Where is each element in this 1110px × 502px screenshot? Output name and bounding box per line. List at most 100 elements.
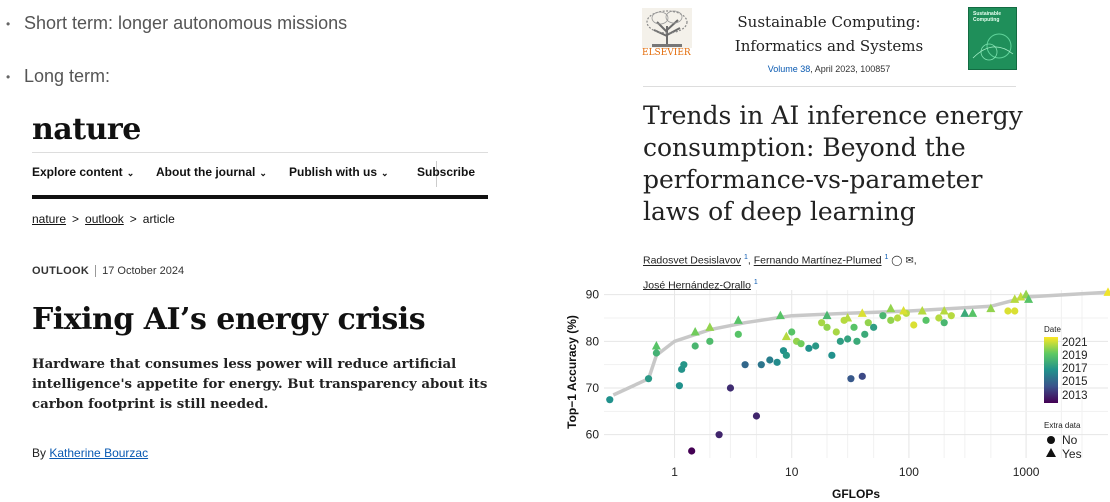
affiliation-sup[interactable]: 1 xyxy=(884,254,889,261)
data-point-triangle xyxy=(690,327,700,336)
person-icon[interactable]: ◯ xyxy=(891,255,903,267)
y-tick-label: 60 xyxy=(586,428,600,442)
data-point-circle xyxy=(861,330,869,338)
nature-logo[interactable]: nature xyxy=(32,112,141,147)
journal-name-line1: Sustainable Computing: xyxy=(737,13,921,31)
bullet-dot: • xyxy=(6,17,11,32)
shape-legend: Extra data No Yes xyxy=(1044,421,1082,461)
data-point-circle xyxy=(850,323,858,331)
data-point-circle xyxy=(1011,307,1019,315)
data-point-circle xyxy=(766,356,774,364)
color-legend: Date 2021 2019 2017 2015 2013 xyxy=(1044,325,1088,403)
author-link[interactable]: José Hernández-Orallo xyxy=(643,279,751,291)
data-point-circle xyxy=(606,396,614,404)
chevron-down-icon: ⌄ xyxy=(381,168,389,178)
data-point-triangle xyxy=(886,303,896,313)
bullet-long-term: • Long term: xyxy=(6,66,110,87)
data-point-circle xyxy=(823,323,831,331)
breadcrumb-nature[interactable]: nature xyxy=(32,212,67,226)
accuracy-vs-gflops-chart: 1 10 100 1000 60 70 80 90 GFLOPs Top−1 Accuracy… xyxy=(565,287,1110,501)
byline-prefix: By xyxy=(32,446,47,460)
data-point-circle xyxy=(706,337,714,345)
y-tick-label: 80 xyxy=(586,334,600,348)
bullet-text: Long term: xyxy=(24,66,111,86)
data-point-triangle xyxy=(822,310,832,320)
data-point-circle xyxy=(893,314,902,322)
breadcrumb-separator: > xyxy=(129,212,137,226)
publish-date: 17 October 2024 xyxy=(102,265,185,277)
colorbar-title: Date xyxy=(1044,325,1061,334)
cover-pattern xyxy=(972,33,1014,61)
affiliation-sup[interactable]: 1 xyxy=(743,254,748,261)
data-point-circle xyxy=(652,349,660,357)
shape-legend-title: Extra data xyxy=(1044,421,1081,430)
author-link[interactable]: Katherine Bourzac xyxy=(49,446,149,460)
data-point-circle xyxy=(752,412,761,420)
breadcrumb-outlook[interactable]: outlook xyxy=(85,212,124,226)
data-point-circle xyxy=(805,344,813,352)
data-point-circle xyxy=(879,312,887,320)
data-point-triangle xyxy=(960,308,970,317)
article-headline: Fixing AI’s energy crisis xyxy=(32,302,426,337)
nav-label: Explore content xyxy=(32,165,123,179)
data-point-circle xyxy=(940,319,948,327)
article-meta: OUTLOOK 17 October 2024 xyxy=(32,265,185,278)
legend-circle-marker xyxy=(1047,436,1055,444)
data-point-triangle xyxy=(986,303,996,313)
data-point-circle xyxy=(782,351,790,359)
nav-publish-with-us[interactable]: Publish with us ⌄ xyxy=(289,165,389,179)
data-point-circle xyxy=(818,319,826,327)
data-point-circle xyxy=(675,382,684,390)
data-point-circle xyxy=(870,323,878,331)
data-point-triangle xyxy=(1010,294,1020,303)
colorbar-tick: 2019 xyxy=(1062,350,1088,362)
breadcrumb-separator: > xyxy=(72,212,80,226)
nav-divider xyxy=(436,161,437,187)
data-point-circle xyxy=(757,361,765,369)
nav-explore-content[interactable]: Explore content ⌄ xyxy=(32,165,134,179)
chevron-down-icon: ⌄ xyxy=(259,168,267,178)
data-point-triangle xyxy=(705,322,715,331)
journal-cover-thumbnail[interactable]: Sustainable Computing xyxy=(968,7,1017,70)
data-point-circle xyxy=(691,342,699,350)
data-point-triangle xyxy=(968,308,978,317)
nav-about-journal[interactable]: About the journal ⌄ xyxy=(156,165,267,179)
data-point-circle xyxy=(741,361,749,369)
data-point-circle xyxy=(844,335,852,343)
data-point-triangle xyxy=(843,313,853,322)
elsevier-tree-logo xyxy=(642,8,692,48)
x-tick-label: 100 xyxy=(899,465,919,479)
legend-triangle-marker xyxy=(1046,448,1056,457)
nav-label: Publish with us xyxy=(289,165,378,179)
journal-name[interactable]: Sustainable Computing: Informatics and S… xyxy=(700,10,958,58)
email-icon[interactable]: ✉ xyxy=(905,255,914,267)
volume-link[interactable]: Volume 38 xyxy=(767,64,811,74)
breadcrumb-article: article xyxy=(142,212,175,226)
data-point-circle xyxy=(812,342,820,350)
data-point-circle xyxy=(680,361,688,369)
data-point-circle xyxy=(864,319,872,327)
data-point-circle xyxy=(858,372,866,380)
x-tick-label: 10 xyxy=(785,465,799,479)
article-standfirst: Hardware that consumes less power will r… xyxy=(32,357,488,412)
data-point-circle xyxy=(828,351,836,359)
pareto-frontier-line xyxy=(612,290,1109,397)
colorbar xyxy=(1044,337,1058,403)
data-point-circle xyxy=(788,328,796,336)
nav-subscribe[interactable]: Subscribe xyxy=(417,165,475,179)
author-link[interactable]: Fernando Martínez-Plumed xyxy=(753,254,882,267)
chevron-down-icon: ⌄ xyxy=(126,168,135,178)
bullet-dot: • xyxy=(6,70,11,85)
journal-name-line2: Informatics and Systems xyxy=(734,37,924,55)
legend-label-yes: Yes xyxy=(1062,447,1082,461)
data-point-triangle xyxy=(651,341,661,350)
affiliation-sup[interactable]: 1 xyxy=(753,278,758,286)
author-link[interactable]: Radosvet Desislavov xyxy=(643,254,742,267)
data-point-circle xyxy=(910,321,918,329)
data-point-triangle xyxy=(1016,292,1026,301)
data-point-triangle xyxy=(775,310,785,320)
data-point-triangle xyxy=(917,306,927,315)
chart-axes: 1 10 100 1000 60 70 80 90 xyxy=(586,288,1040,479)
y-tick-label: 90 xyxy=(586,288,600,302)
data-point-circle xyxy=(836,337,844,345)
